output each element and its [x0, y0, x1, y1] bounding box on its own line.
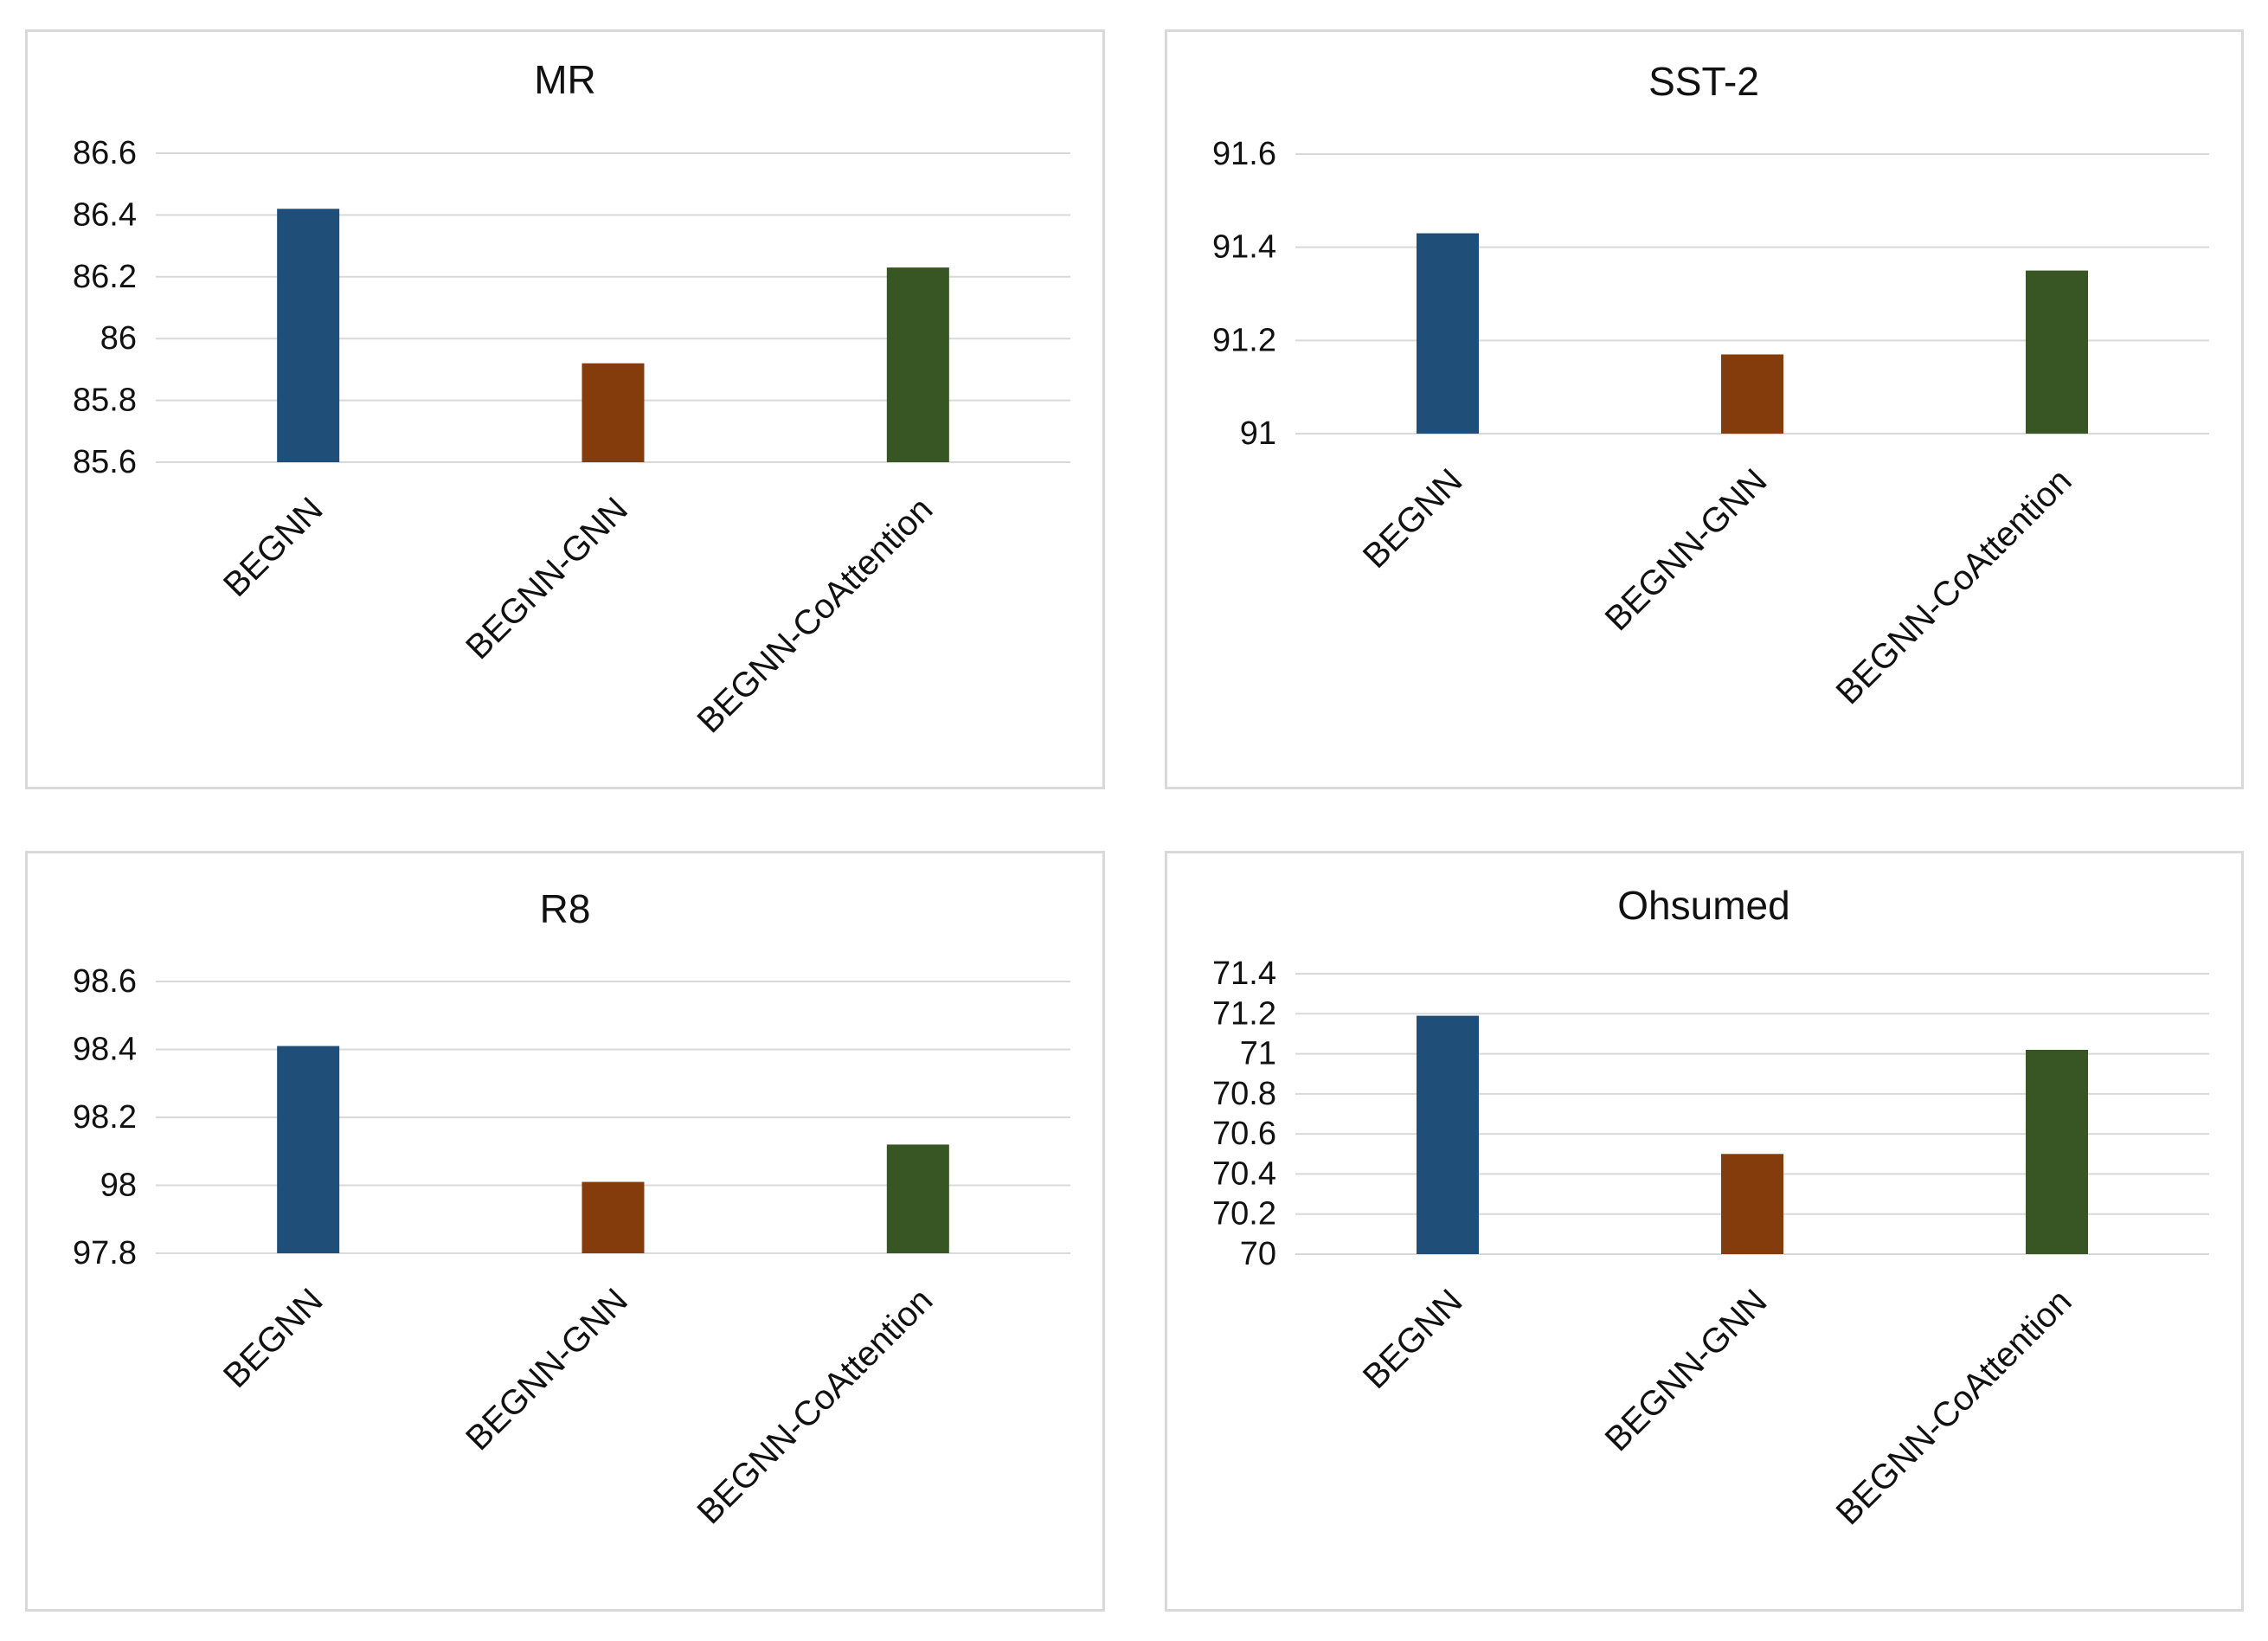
- chart-ohsumed: Ohsumed 70 70.2 70.470.6 70.8 71 71.271.4 BEGNN…: [1212, 883, 2209, 1532]
- x-tick-label: BEGNN: [216, 1281, 331, 1395]
- y-tick-label: 86.2: [73, 259, 137, 295]
- bar-ohsumed-begnn-coattention: [2026, 1049, 2088, 1254]
- chart-title: SST-2: [1648, 59, 1759, 104]
- x-tick-label: BEGNN-CoAttention: [690, 1281, 940, 1531]
- bar-sst2-begnn: [1417, 233, 1479, 434]
- chart-title: R8: [540, 886, 591, 931]
- y-tick-label: 91.2: [1212, 322, 1276, 358]
- chart-panel-r8: R8 97.8 98 98.2 98.4 98.6 BEGNN BEGNN-GNN BEGNN-…: [25, 851, 1105, 1612]
- bar-r8-begnn: [277, 1046, 340, 1253]
- y-tick-label: 85.6: [73, 444, 137, 480]
- bar-ohsumed-begnn-gnn: [1721, 1154, 1783, 1254]
- y-tick-label: 91.6: [1212, 136, 1276, 172]
- chart-title: Ohsumed: [1617, 883, 1789, 928]
- x-tick-label: BEGNN-GNN: [459, 490, 635, 666]
- bar-mr-begnn-gnn: [581, 363, 645, 462]
- x-tick-label: BEGNN: [1356, 461, 1470, 576]
- y-tick-label: 70.4: [1212, 1155, 1276, 1192]
- y-tick-label: 91.4: [1212, 229, 1276, 266]
- x-tick-label: BEGNN-CoAttention: [690, 490, 940, 740]
- y-tick-label: 86.4: [73, 196, 137, 233]
- x-tick-label: BEGNN: [216, 490, 331, 604]
- chart-panel-ohsumed: Ohsumed 70 70.2 70.4 70.6 70.8 71 71.2 71.4 BEGNN…: [1165, 851, 2244, 1612]
- bar-r8-begnn-gnn: [581, 1181, 645, 1253]
- bar-mr-begnn-coattention: [886, 267, 949, 462]
- y-tick-label: 70.2: [1212, 1196, 1276, 1232]
- y-tick-label: 71: [1240, 1036, 1276, 1072]
- chart-panel-mr: MR 85.6 85.8 86 86.2 86.4 86.6 BEGNN BEGNN-GNN BE…: [25, 29, 1105, 789]
- chart-r8: R8 97.8 98 98.2 98.4 98.6 BEGNN BEGNN-GNN BEGNN-…: [73, 886, 1070, 1531]
- y-tick-label: 98.6: [73, 963, 137, 1000]
- x-tick-label: BEGNN-GNN: [1598, 1282, 1775, 1458]
- y-tick-label: 86.6: [73, 135, 137, 171]
- y-tick-label: 71.2: [1212, 995, 1276, 1032]
- bar-r8-begnn-coattention: [886, 1144, 949, 1253]
- chart-mr: MR 85.6 85.8 86 86.2 86.4 86.6 BEGNN BEGNN-GNN BE…: [73, 57, 1070, 740]
- x-tick-label: BEGNN: [1356, 1282, 1470, 1396]
- y-tick-label: 98: [100, 1168, 137, 1204]
- y-tick-label: 70.8: [1212, 1076, 1276, 1112]
- y-tick-label: 85.8: [73, 383, 137, 419]
- y-tick-label: 71.4: [1212, 956, 1276, 992]
- y-tick-label: 86: [100, 320, 137, 357]
- chart-sst2: SST-2 91 91.2 91.4 91.6 BEGNN BEGNN-GNN BEGNN-C…: [1212, 59, 2209, 711]
- chart-title: MR: [534, 57, 596, 102]
- x-tick-label: BEGNN-CoAttention: [1829, 1282, 2079, 1532]
- y-tick-label: 98.4: [73, 1032, 137, 1068]
- y-tick-label: 98.2: [73, 1099, 137, 1136]
- bar-ohsumed-begnn: [1417, 1015, 1479, 1254]
- y-tick-label: 91: [1240, 415, 1276, 452]
- chart-panel-sst2: SST-2 91 91.2 91.4 91.6 BEGNN BEGNN-GNN BEGNN-C…: [1165, 29, 2244, 789]
- x-tick-label: BEGNN-CoAttention: [1829, 461, 2079, 711]
- y-tick-label: 70.6: [1212, 1116, 1276, 1152]
- bar-mr-begnn: [277, 209, 340, 462]
- x-tick-label: BEGNN-GNN: [459, 1281, 635, 1458]
- x-tick-label: BEGNN-GNN: [1598, 461, 1775, 638]
- bar-sst2-begnn-gnn: [1721, 354, 1783, 434]
- y-tick-label: 97.8: [73, 1235, 137, 1271]
- bar-sst2-begnn-coattention: [2026, 270, 2088, 434]
- y-tick-label: 70: [1240, 1236, 1276, 1272]
